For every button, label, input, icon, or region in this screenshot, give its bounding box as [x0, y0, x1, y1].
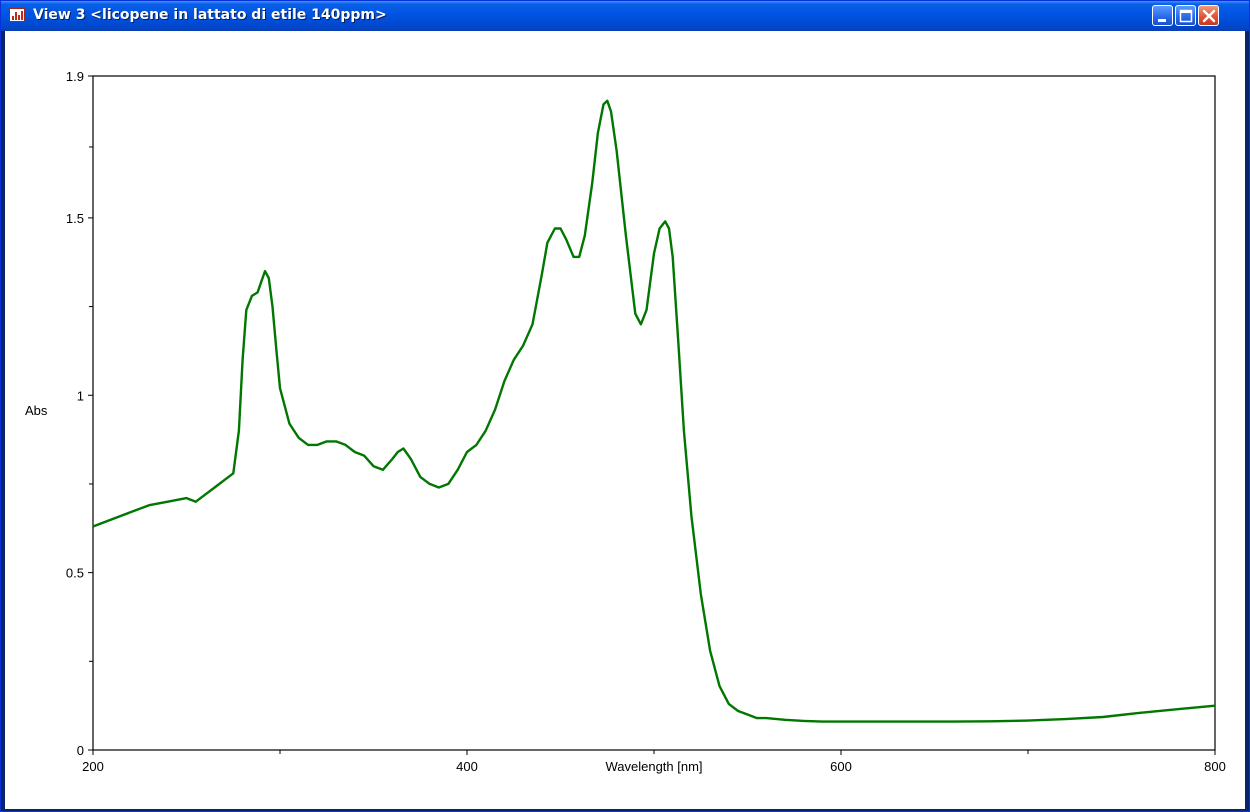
chart-series — [92, 99, 1216, 723]
x-tick-label: 800 — [1204, 759, 1226, 774]
title-bar[interactable]: View 3 <licopene in lattato di etile 140… — [1, 1, 1249, 31]
chart-axes — [92, 75, 1216, 751]
x-tick-label: 600 — [830, 759, 852, 774]
x-axis-label: Wavelength [nm] — [605, 759, 702, 774]
close-button[interactable] — [1198, 5, 1219, 26]
close-icon — [1202, 9, 1216, 23]
y-tick-label: 1.5 — [66, 211, 84, 226]
spectrum-app-icon[interactable] — [9, 8, 25, 22]
y-tick-label: 0.5 — [66, 566, 84, 581]
window-title: View 3 <licopene in lattato di etile 140… — [33, 7, 387, 23]
plot-area[interactable]: 200 400 600 800 0 0.5 1 1.5 1.9 Wavelength [nm] … — [5, 31, 1245, 809]
maximize-icon — [1179, 9, 1193, 23]
maximize-button[interactable] — [1175, 5, 1196, 26]
x-tick-label: 200 — [82, 759, 104, 774]
spectrum-line-0 — [92, 99, 1216, 723]
chart-tick-labels: 200 400 600 800 0 0.5 1 1.5 1.9 — [66, 69, 1226, 774]
y-tick-label: 0 — [77, 743, 84, 758]
y-tick-label: 1 — [77, 388, 84, 403]
minimize-button[interactable] — [1152, 5, 1173, 26]
y-tick-label: 1.9 — [66, 69, 84, 84]
minimize-icon — [1158, 19, 1166, 22]
x-tick-label: 400 — [456, 759, 478, 774]
plot-frame — [92, 75, 1216, 751]
y-axis-label: Abs — [25, 403, 48, 418]
chart-ticks — [88, 75, 1216, 755]
